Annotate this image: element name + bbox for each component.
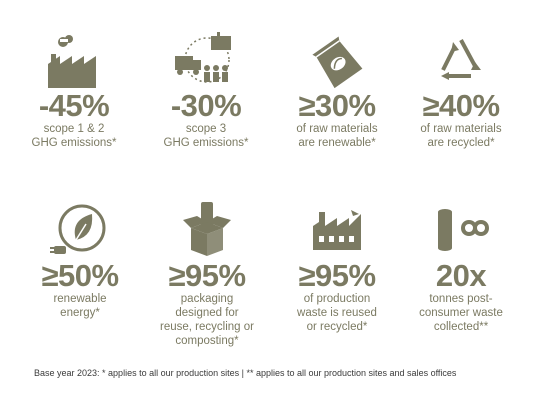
kpi-recycled-materials: ≥40% of raw materials are recycled* [396, 30, 526, 150]
kpi-desc-line: consumer waste [419, 307, 503, 319]
kpi-desc-line: GHG emissions* [31, 137, 117, 149]
kpi-value: ≥40% [422, 88, 500, 123]
kpi-desc-line: composting* [175, 335, 239, 347]
kpi-value: -30% [170, 88, 242, 123]
kpi-desc-line: of production [303, 293, 371, 305]
kpi-desc-line: of raw materials [296, 123, 378, 135]
kpi-scope3-emissions: -30% scope 3 GHG emissions* [141, 30, 271, 150]
kpi-renewable-materials: ≥30% of raw materials are renewable* [272, 30, 402, 150]
kpi-value: 20x [435, 258, 487, 293]
kpi-desc-line: are renewable* [298, 137, 376, 149]
leaf-plug-icon [15, 200, 145, 260]
kpi-desc-line: waste is reused [297, 307, 377, 319]
kpi-desc-line: tonnes post- [429, 293, 493, 305]
kpi-value: ≥30% [298, 88, 376, 123]
kpi-desc-line: packaging [180, 293, 234, 305]
kpi-desc-line: scope 1 & 2 [43, 123, 105, 135]
kpi-renewable-energy: ≥50% renewable energy* [15, 200, 145, 320]
kpi-desc-line: of raw materials [420, 123, 502, 135]
kpi-value: ≥95% [168, 258, 246, 293]
recycle-icon [396, 30, 526, 90]
open-box-icon [142, 200, 272, 260]
kpi-scope12-emissions: -45% scope 1 & 2 GHG emissions* [9, 30, 139, 150]
kpi-value: ≥50% [41, 258, 119, 293]
kpi-post-consumer-waste: 20x tonnes post- consumer waste collecte… [396, 200, 526, 334]
kpi-packaging: ≥95% packaging designed for reuse, recyc… [142, 200, 272, 348]
kpi-desc-line: reuse, recycling or [160, 321, 254, 333]
kpi-desc-line: GHG emissions* [163, 137, 249, 149]
can-infinity-icon [396, 200, 526, 260]
kpi-production-waste: ≥95% of production waste is reused or re… [272, 200, 402, 334]
seed-bag-icon [272, 30, 402, 90]
kpi-desc-line: energy* [60, 307, 100, 319]
supply-chain-icon [141, 30, 271, 90]
kpi-value: ≥95% [298, 258, 376, 293]
kpi-desc-line: designed for [175, 307, 239, 319]
kpi-value: -45% [38, 88, 110, 123]
kpi-desc-line: are recycled* [427, 137, 495, 149]
footnote: Base year 2023: * applies to all our pro… [34, 368, 457, 378]
kpi-desc-line: renewable [53, 293, 107, 305]
kpi-desc-line: scope 3 [185, 123, 227, 135]
kpi-desc-line: collected** [433, 321, 489, 333]
kpi-desc-line: or recycled* [306, 321, 368, 333]
factory-emissions-icon [9, 30, 139, 90]
factory-waste-icon [272, 200, 402, 260]
